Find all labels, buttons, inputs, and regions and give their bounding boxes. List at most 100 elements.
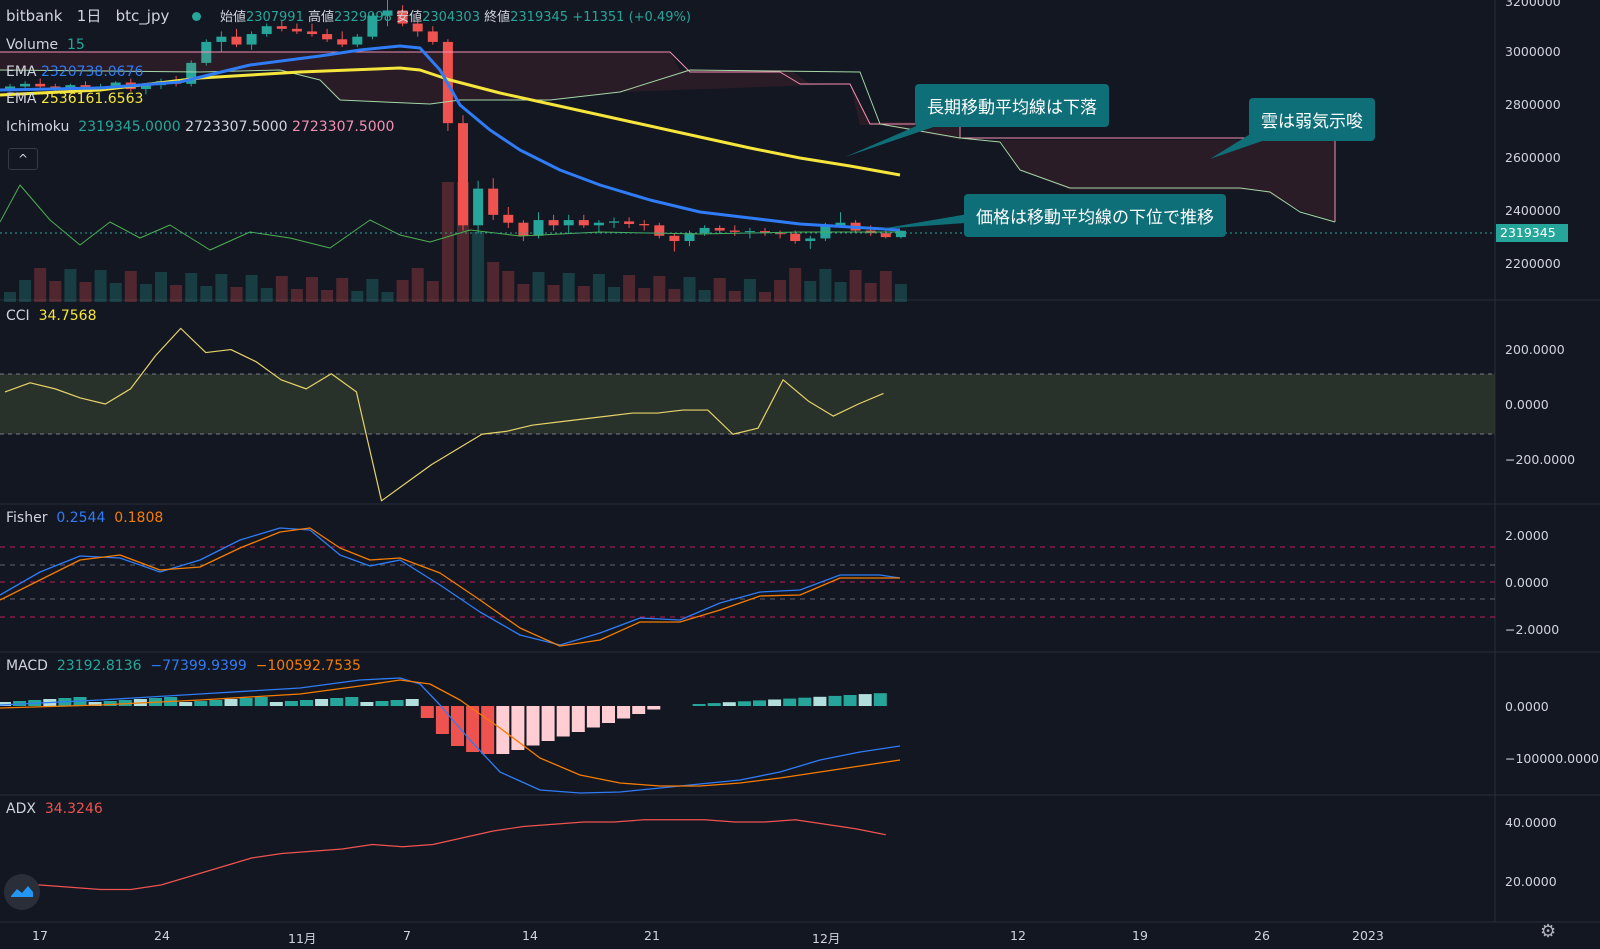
fisher-legend[interactable]: Fisher 0.2544 0.1808	[6, 510, 163, 526]
macd-histogram-bar	[254, 697, 268, 706]
candle-body	[276, 26, 287, 29]
volume-legend[interactable]: Volume 15	[6, 37, 85, 53]
macd-legend[interactable]: MACD 23192.8136 −77399.9399 −100592.7535	[6, 658, 361, 674]
volume-bar	[185, 273, 198, 302]
cci-tick: 0.0000	[1505, 397, 1549, 412]
ichimoku-legend[interactable]: Ichimoku 2319345.0000 2723307.5000 27233…	[6, 119, 394, 135]
macd-histogram-bar	[647, 706, 661, 710]
macd-histogram-bar	[858, 694, 872, 706]
volume-bar	[306, 277, 318, 302]
volume-bar	[366, 279, 379, 302]
candle-body	[427, 31, 438, 42]
volume-bar	[728, 291, 741, 302]
macd-histogram-bar	[783, 698, 797, 706]
candle-body	[20, 83, 31, 87]
volume-bar	[743, 279, 756, 302]
macd-histogram-bar	[768, 699, 782, 706]
volume-bar	[200, 286, 213, 302]
macd-histogram-bar	[511, 706, 525, 750]
volume-value: 15	[66, 37, 85, 53]
fisher-line	[0, 527, 901, 646]
ema2-legend[interactable]: EMA 2536161.6563	[6, 91, 143, 107]
fisher-name: Fisher	[6, 510, 48, 526]
macd-histogram-bar	[798, 697, 812, 706]
macd-histogram-bar	[179, 702, 193, 706]
callout-pointer	[880, 212, 980, 229]
macd-histogram-bar	[481, 706, 495, 754]
candle-body	[80, 85, 91, 88]
volume-bar	[789, 268, 802, 302]
volume-bar	[170, 285, 183, 302]
volume-bar	[245, 275, 258, 302]
gear-icon[interactable]: ⚙	[1540, 921, 1557, 942]
adx-legend[interactable]: ADX 34.3246	[6, 801, 103, 817]
price-tick: 2400000	[1505, 203, 1561, 218]
callout-long-ma: 長期移動平均線は下落	[915, 84, 1109, 127]
volume-bar	[457, 182, 469, 302]
ema2-name: EMA	[6, 91, 37, 107]
macd-histogram-bar	[813, 696, 827, 706]
candle-body	[714, 227, 725, 231]
ichimoku-name: Ichimoku	[6, 119, 70, 135]
volume-bar	[109, 283, 122, 302]
cci-legend[interactable]: CCI 34.7568	[6, 308, 97, 324]
macd-line	[0, 677, 901, 794]
candle-body	[35, 83, 46, 87]
fisher-tick: 0.0000	[1505, 575, 1549, 590]
time-tick: 14	[522, 928, 538, 943]
macd-histogram-bar	[753, 700, 766, 706]
macd-histogram-bar	[375, 701, 389, 706]
fisher-trigger-line	[0, 527, 900, 647]
macd-name: MACD	[6, 658, 48, 674]
volume-bar	[4, 292, 16, 302]
adx-value: 34.3246	[44, 801, 103, 817]
time-tick: 12	[1010, 928, 1026, 943]
macd-histogram-bar	[586, 706, 600, 728]
candle-body	[518, 222, 529, 236]
volume-bar	[683, 277, 696, 302]
macd-histogram-bar	[0, 702, 11, 706]
candle-body	[231, 36, 242, 45]
macd-histogram-bar	[843, 695, 857, 706]
candle-body	[578, 220, 589, 226]
fisher-tick: −2.0000	[1505, 622, 1560, 637]
fisher-tick: 2.0000	[1505, 528, 1549, 543]
volume-bar	[472, 232, 485, 302]
interval: 1日	[76, 7, 102, 25]
macd-histogram-bar	[224, 699, 238, 706]
cci-line	[4, 327, 884, 502]
chevron-up-icon[interactable]: ^	[8, 148, 38, 170]
macd-histogram-bar	[737, 701, 751, 706]
candle-body	[352, 36, 363, 45]
cci-tick: −200.0000	[1505, 452, 1576, 467]
macd-histogram-bar	[269, 702, 283, 706]
callout-cloud: 雲は弱気示唆	[1249, 98, 1375, 141]
volume-bar	[215, 274, 228, 302]
candle-body	[5, 86, 15, 90]
macd-histogram-bar	[435, 706, 449, 734]
candle-body	[760, 231, 770, 234]
time-tick: 17	[32, 928, 48, 943]
candle-body	[322, 34, 333, 40]
macd-histogram-bar	[103, 701, 117, 706]
volume-bar	[592, 274, 605, 302]
header-legend: bitbank 1日 btc_jpy 始値2307991 高値2329998 安…	[6, 8, 691, 26]
ema-slow-line	[0, 66, 901, 177]
volume-bar	[759, 292, 771, 302]
volume-bar	[623, 275, 636, 302]
volume-bar	[230, 287, 243, 302]
macd-histogram-bar	[239, 698, 253, 706]
macd-histogram-bar	[466, 706, 480, 752]
close-label: 終値	[484, 10, 511, 25]
ichimoku-value-2: 2723307.5000	[185, 119, 288, 135]
ichimoku-span-a	[0, 51, 1336, 222]
candle-body	[805, 238, 816, 242]
macd-histogram-bar	[118, 700, 132, 706]
macd-tick: −100000.0000	[1505, 751, 1599, 766]
ema1-legend[interactable]: EMA 2320738.0676	[6, 64, 143, 80]
cci-name: CCI	[6, 308, 30, 324]
candle-body	[563, 220, 574, 226]
open-label: 始値	[219, 10, 246, 25]
tradingview-logo-icon[interactable]	[4, 874, 40, 910]
